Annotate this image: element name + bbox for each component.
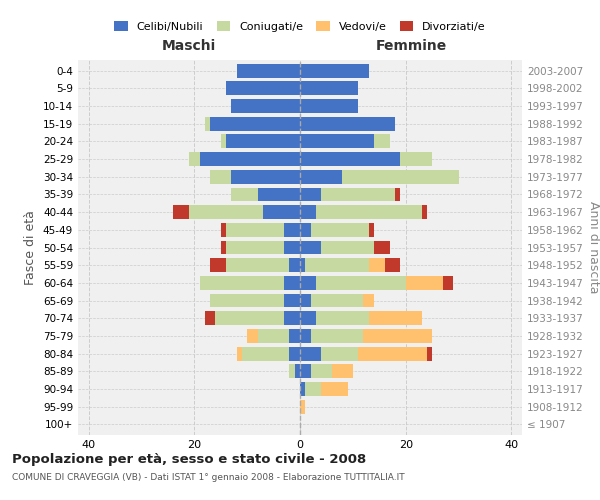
Bar xyxy=(321,240,374,254)
Bar xyxy=(215,312,284,325)
Bar xyxy=(300,152,400,166)
Bar xyxy=(369,258,385,272)
Bar xyxy=(236,346,242,360)
Bar xyxy=(300,188,321,202)
Bar xyxy=(263,205,300,219)
Bar xyxy=(400,152,432,166)
Bar xyxy=(300,294,311,308)
Bar xyxy=(242,346,289,360)
Bar xyxy=(226,258,289,272)
Bar xyxy=(205,117,210,130)
Bar xyxy=(289,346,300,360)
Bar xyxy=(300,258,305,272)
Bar xyxy=(300,276,316,290)
Bar xyxy=(311,364,332,378)
Bar xyxy=(311,294,364,308)
Bar xyxy=(300,312,316,325)
Bar xyxy=(300,82,358,95)
Bar xyxy=(406,276,443,290)
Bar xyxy=(321,346,358,360)
Bar xyxy=(358,346,427,360)
Bar xyxy=(284,294,300,308)
Text: Femmine: Femmine xyxy=(376,38,446,52)
Bar xyxy=(173,205,189,219)
Bar xyxy=(231,170,300,183)
Bar xyxy=(300,64,369,78)
Text: Popolazione per età, sesso e stato civile - 2008: Popolazione per età, sesso e stato civil… xyxy=(12,452,366,466)
Bar xyxy=(300,329,311,343)
Bar xyxy=(300,134,374,148)
Bar xyxy=(300,99,358,113)
Y-axis label: Fasce di età: Fasce di età xyxy=(25,210,37,285)
Bar xyxy=(300,205,316,219)
Bar xyxy=(321,382,347,396)
Bar xyxy=(226,134,300,148)
Bar xyxy=(369,312,422,325)
Bar xyxy=(395,188,400,202)
Bar xyxy=(221,223,226,236)
Bar xyxy=(300,364,311,378)
Bar xyxy=(210,117,300,130)
Bar xyxy=(284,223,300,236)
Bar xyxy=(321,188,395,202)
Bar xyxy=(374,240,390,254)
Bar xyxy=(316,312,369,325)
Bar xyxy=(284,276,300,290)
Bar xyxy=(305,258,369,272)
Bar xyxy=(289,258,300,272)
Bar xyxy=(200,276,284,290)
Bar xyxy=(332,364,353,378)
Bar xyxy=(221,240,226,254)
Bar xyxy=(369,223,374,236)
Y-axis label: Anni di nascita: Anni di nascita xyxy=(587,201,600,294)
Text: COMUNE DI CRAVEGGIA (VB) - Dati ISTAT 1° gennaio 2008 - Elaborazione TUTTITALIA.: COMUNE DI CRAVEGGIA (VB) - Dati ISTAT 1°… xyxy=(12,472,404,482)
Bar xyxy=(258,188,300,202)
Bar xyxy=(316,205,422,219)
Bar xyxy=(311,329,364,343)
Bar xyxy=(385,258,400,272)
Bar xyxy=(284,312,300,325)
Bar xyxy=(300,346,321,360)
Bar xyxy=(289,364,295,378)
Legend: Celibi/Nubili, Coniugati/e, Vedovi/e, Divorziati/e: Celibi/Nubili, Coniugati/e, Vedovi/e, Di… xyxy=(110,17,490,36)
Bar xyxy=(289,329,300,343)
Bar xyxy=(342,170,458,183)
Bar xyxy=(305,382,321,396)
Bar xyxy=(300,400,305,413)
Bar xyxy=(210,170,231,183)
Bar xyxy=(374,134,390,148)
Bar xyxy=(231,99,300,113)
Bar xyxy=(226,240,284,254)
Bar xyxy=(189,152,200,166)
Bar xyxy=(300,240,321,254)
Bar xyxy=(443,276,453,290)
Bar xyxy=(226,82,300,95)
Bar xyxy=(311,223,369,236)
Bar xyxy=(300,170,342,183)
Text: Maschi: Maschi xyxy=(162,38,216,52)
Bar xyxy=(364,329,432,343)
Bar xyxy=(236,64,300,78)
Bar xyxy=(210,294,284,308)
Bar xyxy=(422,205,427,219)
Bar xyxy=(300,382,305,396)
Bar xyxy=(231,188,258,202)
Bar xyxy=(364,294,374,308)
Bar xyxy=(210,258,226,272)
Bar xyxy=(205,312,215,325)
Bar xyxy=(295,364,300,378)
Bar xyxy=(221,134,226,148)
Bar xyxy=(316,276,406,290)
Bar xyxy=(200,152,300,166)
Bar xyxy=(226,223,284,236)
Bar xyxy=(258,329,289,343)
Bar xyxy=(300,223,311,236)
Bar xyxy=(300,117,395,130)
Bar xyxy=(284,240,300,254)
Bar xyxy=(427,346,432,360)
Bar xyxy=(189,205,263,219)
Bar xyxy=(247,329,258,343)
